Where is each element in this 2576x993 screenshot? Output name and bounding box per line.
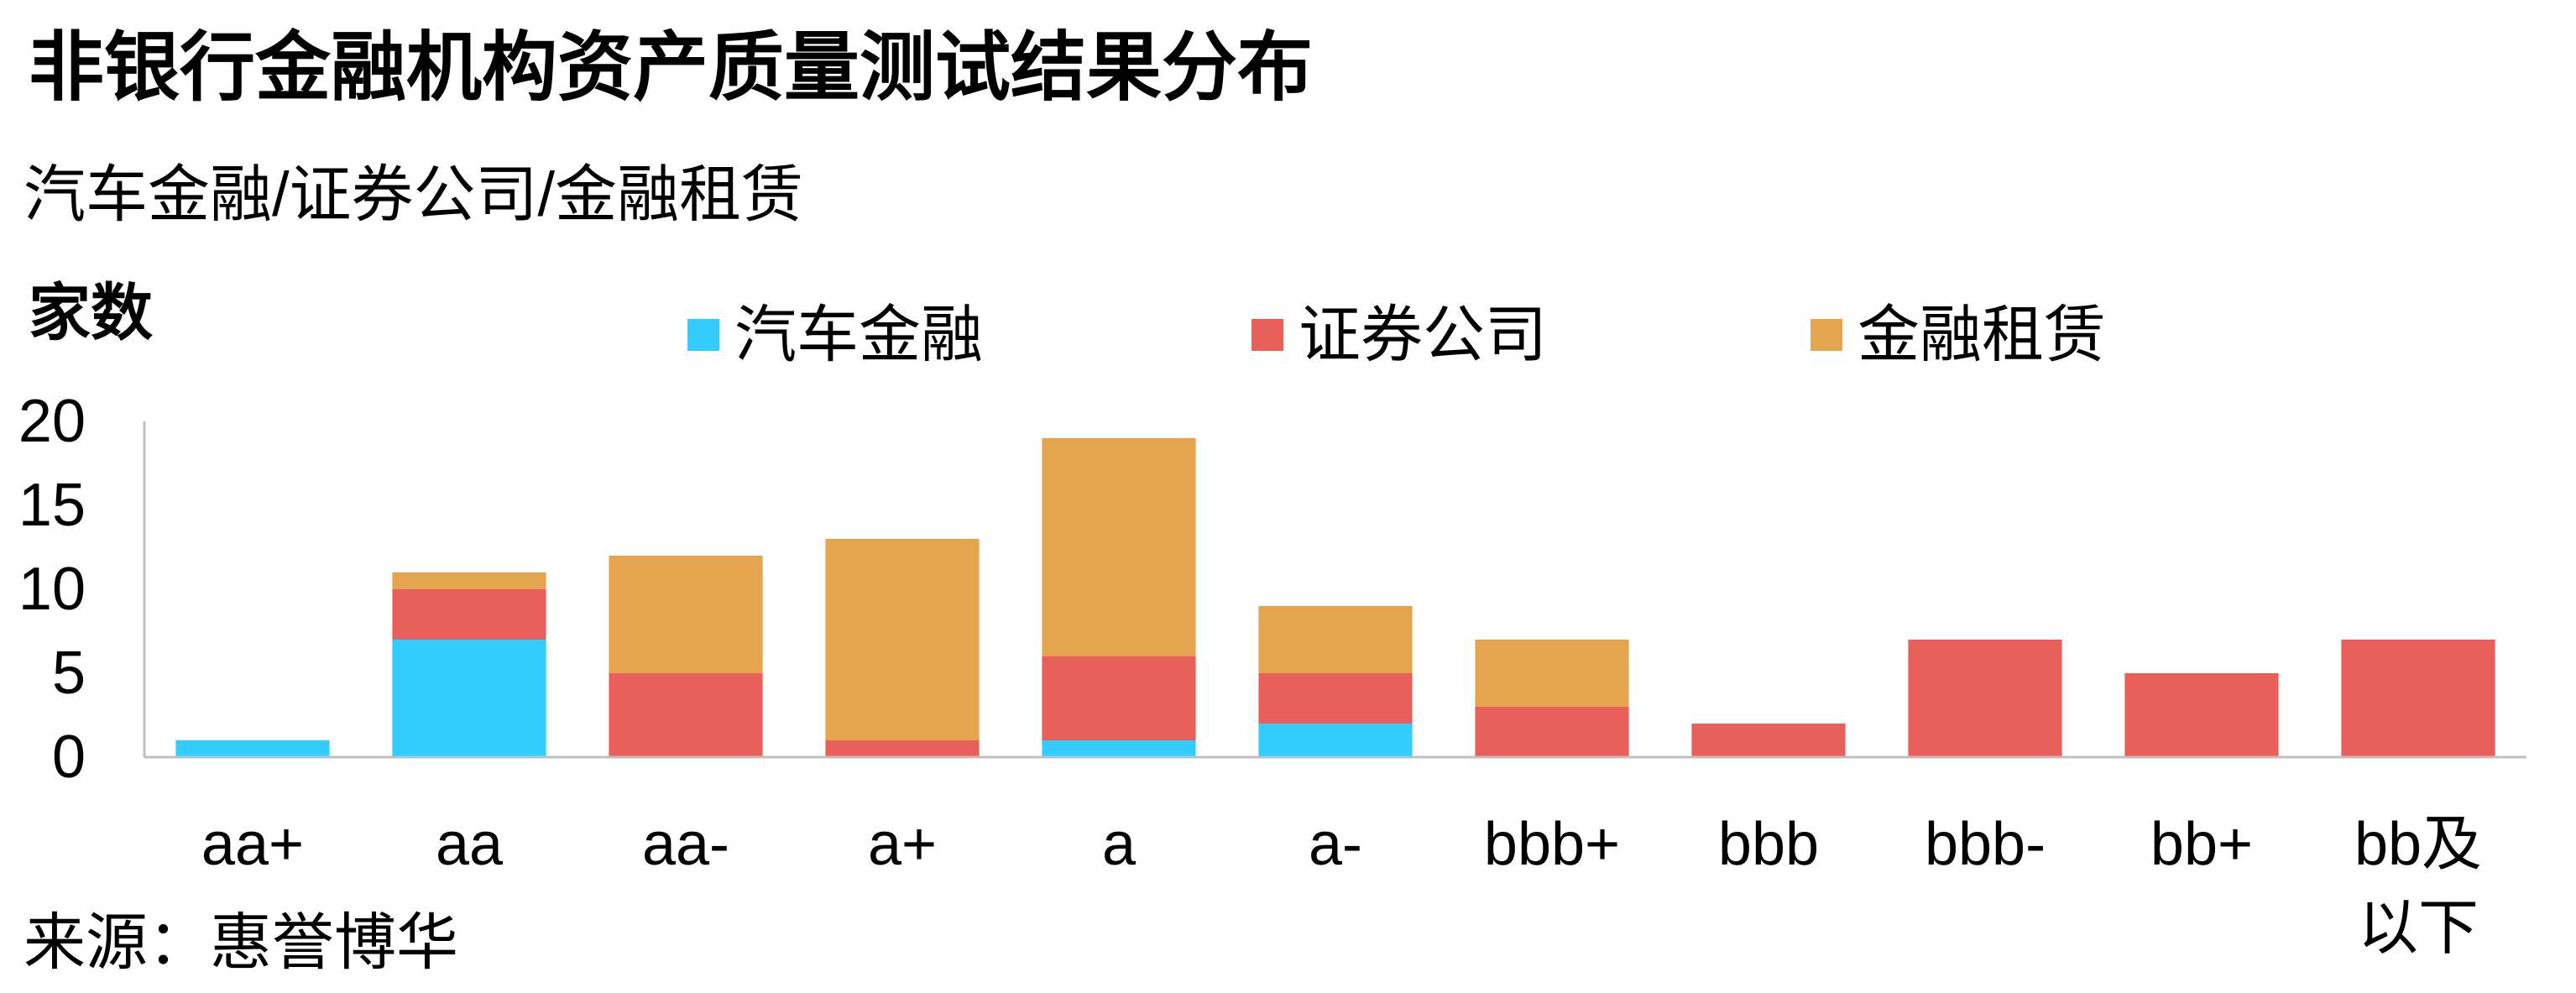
bar-series-2-category-5 bbox=[1258, 606, 1413, 673]
legend-item-financial-leasing: 金融租赁 bbox=[1811, 297, 2106, 373]
y-tick-label: 20 bbox=[18, 388, 86, 455]
legend-label-auto-finance: 汽车金融 bbox=[734, 300, 983, 369]
bar-series-1-category-8 bbox=[1908, 640, 2062, 757]
bar-series-0-category-1 bbox=[392, 640, 546, 757]
bar-series-1-category-1 bbox=[392, 589, 546, 640]
x-tick-label: a bbox=[1101, 811, 1136, 878]
legend-label-financial-leasing: 金融租赁 bbox=[1858, 300, 2106, 369]
legend-swatch-auto-finance bbox=[687, 319, 719, 351]
bar-series-2-category-2 bbox=[609, 556, 763, 673]
legend-item-securities: 证券公司 bbox=[1251, 297, 1547, 373]
chart-title: 非银行金融机构资产质量测试结果分布 bbox=[29, 26, 1313, 110]
bar-series-0-category-5 bbox=[1258, 724, 1413, 757]
bar-series-2-category-3 bbox=[825, 539, 980, 740]
y-tick-label: 10 bbox=[18, 556, 86, 623]
y-tick-label: 15 bbox=[18, 472, 86, 539]
bar-series-0-category-0 bbox=[175, 740, 330, 757]
chart-subtitle: 汽车金融/证券公司/金融租赁 bbox=[24, 159, 804, 229]
x-tick-label: bbb- bbox=[1924, 811, 2046, 878]
bar-series-1-category-6 bbox=[1475, 707, 1629, 757]
bar-series-1-category-7 bbox=[1691, 724, 1846, 757]
bar-series-2-category-6 bbox=[1475, 640, 1629, 707]
x-tick-label: aa- bbox=[641, 811, 730, 878]
bar-series-2-category-1 bbox=[392, 572, 546, 589]
bar-series-1-category-9 bbox=[2124, 673, 2279, 757]
x-tick-label: aa+ bbox=[201, 811, 305, 878]
source-note: 来源：惠誉博华 bbox=[24, 907, 458, 977]
bar-series-1-category-2 bbox=[609, 673, 763, 757]
legend-item-auto-finance: 汽车金融 bbox=[687, 297, 983, 373]
bar-series-1-category-10 bbox=[2341, 640, 2495, 757]
x-tick-label: aa bbox=[435, 811, 504, 878]
bar-series-1-category-3 bbox=[825, 740, 980, 757]
bar-series-0-category-4 bbox=[1042, 740, 1196, 757]
bar-series-1-category-5 bbox=[1258, 673, 1413, 724]
bar-series-2-category-4 bbox=[1042, 438, 1196, 656]
x-tick-label: bbb+ bbox=[1483, 811, 1621, 878]
x-tick-label: bb+ bbox=[2150, 811, 2254, 878]
x-tick-label: a- bbox=[1308, 811, 1363, 878]
x-tick-label: bb及以下 bbox=[2354, 811, 2483, 962]
y-tick-label: 5 bbox=[51, 640, 86, 707]
legend-label-securities: 证券公司 bbox=[1298, 300, 1547, 369]
y-tick-label: 0 bbox=[51, 724, 86, 791]
y-axis-label: 家数 bbox=[29, 278, 153, 348]
x-tick-label: a+ bbox=[867, 811, 938, 878]
bar-series-1-category-4 bbox=[1042, 656, 1196, 740]
x-tick-label: bbb bbox=[1717, 811, 1820, 878]
legend-swatch-financial-leasing bbox=[1811, 319, 1842, 351]
legend-swatch-securities bbox=[1251, 319, 1283, 351]
